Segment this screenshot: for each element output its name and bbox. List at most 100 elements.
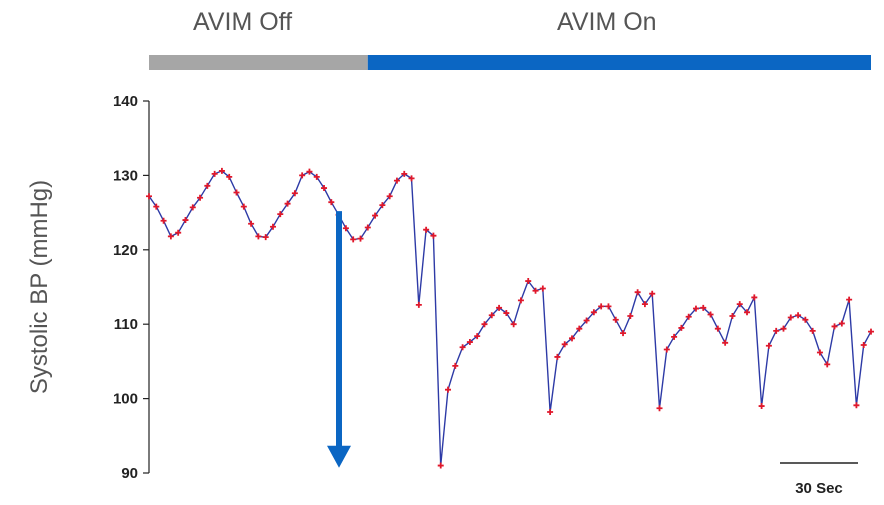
data-point — [357, 235, 364, 242]
data-point — [466, 339, 473, 346]
data-point — [787, 314, 794, 321]
data-point — [415, 301, 422, 308]
y-tick-label-120: 120 — [113, 242, 138, 259]
data-point — [175, 229, 182, 236]
data-point — [262, 234, 269, 241]
data-point — [700, 304, 707, 311]
data-point — [182, 217, 189, 224]
data-point — [240, 203, 247, 210]
data-point — [233, 189, 240, 196]
data-point — [277, 211, 284, 218]
data-point — [824, 361, 831, 368]
y-tick-label-100: 100 — [113, 391, 138, 408]
data-point — [226, 173, 233, 180]
y-tick-label-130: 130 — [113, 167, 138, 184]
data-point — [627, 313, 634, 320]
data-point — [809, 327, 816, 334]
scale-bar: 30 Sec — [780, 462, 858, 497]
y-tick-label-140: 140 — [113, 93, 138, 110]
data-point — [816, 349, 823, 356]
data-point — [641, 301, 648, 308]
arrow-layer — [327, 211, 351, 468]
data-point — [146, 193, 152, 200]
data-point — [649, 290, 656, 297]
data-point — [598, 303, 605, 310]
data-point — [547, 408, 554, 415]
series-line — [148, 170, 872, 467]
data-point — [671, 333, 678, 340]
scale-bar-label: 30 Sec — [795, 480, 843, 497]
data-point — [291, 190, 298, 197]
data-point — [481, 321, 488, 328]
data-point — [656, 405, 663, 412]
data-point — [744, 309, 751, 316]
data-point — [386, 193, 393, 200]
data-point — [459, 344, 466, 351]
data-point — [612, 316, 619, 323]
data-point — [838, 320, 845, 327]
data-point — [860, 342, 867, 349]
y-tick-label-90: 90 — [121, 465, 138, 482]
data-point — [401, 170, 408, 177]
data-point — [605, 303, 612, 310]
data-point — [722, 339, 729, 346]
data-point — [554, 353, 561, 360]
data-point — [634, 289, 641, 296]
data-point — [773, 327, 780, 334]
data-point — [568, 335, 575, 342]
data-point — [255, 233, 262, 240]
phase-label-on: AVIM On — [557, 8, 657, 36]
data-point — [160, 217, 167, 224]
data-point — [525, 278, 532, 285]
data-point — [583, 317, 590, 324]
data-point — [321, 185, 328, 192]
data-point — [795, 312, 802, 319]
data-point — [831, 323, 838, 330]
data-point — [269, 223, 276, 230]
data-point — [714, 325, 721, 332]
data-point — [685, 313, 692, 320]
data-point — [342, 225, 349, 232]
data-point — [197, 194, 204, 201]
data-point — [539, 285, 546, 292]
data-point — [364, 224, 371, 231]
data-point — [532, 287, 539, 294]
data-point — [167, 233, 174, 240]
data-point — [736, 301, 743, 308]
data-point — [437, 462, 444, 469]
y-axis: 90 100 110 120 130 140 — [113, 93, 150, 482]
phase-bar-1 — [367, 55, 871, 70]
data-point — [393, 177, 400, 184]
data-point — [328, 199, 335, 206]
data-point — [678, 324, 685, 331]
data-point — [306, 168, 313, 175]
data-point — [765, 342, 772, 349]
data-point — [780, 325, 787, 332]
data-point — [248, 220, 255, 227]
phase-label-off: AVIM Off — [193, 8, 293, 36]
data-point — [517, 297, 524, 304]
data-point — [707, 311, 714, 318]
data-point — [663, 346, 670, 353]
data-point — [868, 328, 874, 335]
data-point — [503, 310, 510, 317]
data-point — [313, 173, 320, 180]
data-point — [430, 232, 437, 239]
data-point — [372, 212, 379, 219]
data-point — [758, 403, 765, 410]
data-point — [452, 362, 459, 369]
data-point — [408, 175, 415, 182]
data-point — [445, 386, 452, 393]
y-axis-label: Systolic BP (mmHg) — [26, 180, 53, 394]
phase-bars — [149, 55, 871, 70]
data-point — [218, 167, 225, 174]
data-point — [350, 236, 357, 243]
data-point — [379, 202, 386, 209]
data-point — [423, 226, 430, 233]
y-tick-label-110: 110 — [114, 316, 138, 333]
data-point — [802, 316, 809, 323]
data-point — [846, 296, 853, 303]
data-point — [204, 182, 211, 189]
series-layer — [146, 167, 874, 469]
